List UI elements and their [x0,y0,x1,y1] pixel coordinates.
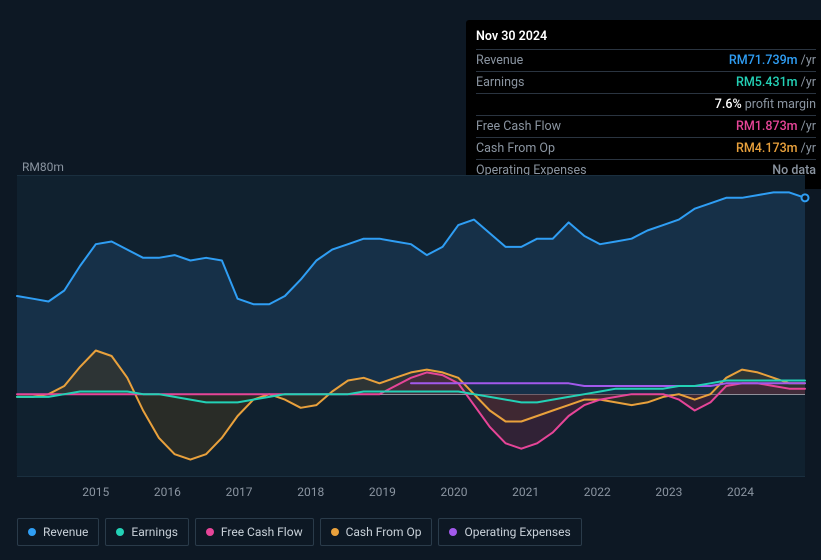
x-tick: 2024 [727,485,754,499]
tooltip-row: Free Cash Flow RM1.873m /yr [476,115,816,137]
tooltip-row-label: Cash From Op [476,141,555,156]
tooltip-rows: Revenue RM71.739m /yr Earnings RM5.431m /yr… [476,49,816,181]
x-tick: 2018 [297,485,324,499]
x-tick: 2023 [655,485,682,499]
x-tick: 2019 [369,485,396,499]
chart-legend: Revenue Earnings Free Cash Flow Cash From O… [17,518,582,546]
x-tick: 2021 [512,485,539,499]
legend-item-earnings[interactable]: Earnings [105,518,189,546]
tooltip-row-value: RM71.739m /yr [729,53,816,68]
tooltip-date: Nov 30 2024 [476,26,816,49]
legend-label: Free Cash Flow [221,525,303,539]
legend-dot-icon [331,528,339,536]
tooltip-row: 7.6% profit margin [476,93,816,115]
legend-dot-icon [449,528,457,536]
financials-chart-panel: { "background_color": "#0d1824", "chart_… [0,0,821,560]
legend-label: Cash From Op [346,525,422,539]
x-tick: 2020 [440,485,467,499]
legend-label: Earnings [131,525,178,539]
x-tick: 2016 [154,485,181,499]
tooltip-row: Earnings RM5.431m /yr [476,71,816,93]
tooltip-row-value: RM1.873m /yr [736,119,816,134]
legend-item-cfo[interactable]: Cash From Op [320,518,433,546]
tooltip-row: Cash From Op RM4.173m /yr [476,137,816,159]
tooltip-row-label: Revenue [476,53,523,68]
legend-item-opex[interactable]: Operating Expenses [438,518,581,546]
chart-plot-area[interactable] [17,175,805,477]
x-axis: 2015 2016 2017 2018 2019 2020 2021 2022 2023 2024 [17,485,805,505]
legend-item-fcf[interactable]: Free Cash Flow [195,518,314,546]
tooltip-row-value: RM4.173m /yr [736,141,816,156]
legend-label: Operating Expenses [464,525,570,539]
chart-tooltip: Nov 30 2024 Revenue RM71.739m /yr Earnings… [466,20,821,189]
chart-svg [17,176,805,476]
tooltip-row: Revenue RM71.739m /yr [476,49,816,71]
tooltip-row-value: RM5.431m /yr [736,75,816,90]
x-tick: 2015 [82,485,109,499]
x-tick: 2022 [584,485,611,499]
x-tick: 2017 [226,485,253,499]
legend-dot-icon [28,528,36,536]
legend-dot-icon [116,528,124,536]
tooltip-row-label: Earnings [476,75,524,90]
legend-label: Revenue [43,525,88,539]
y-tick-max: RM80m [22,160,64,174]
legend-item-revenue[interactable]: Revenue [17,518,99,546]
legend-dot-icon [206,528,214,536]
tooltip-row-value: 7.6% profit margin [715,97,816,112]
tooltip-row-label: Free Cash Flow [476,119,561,134]
